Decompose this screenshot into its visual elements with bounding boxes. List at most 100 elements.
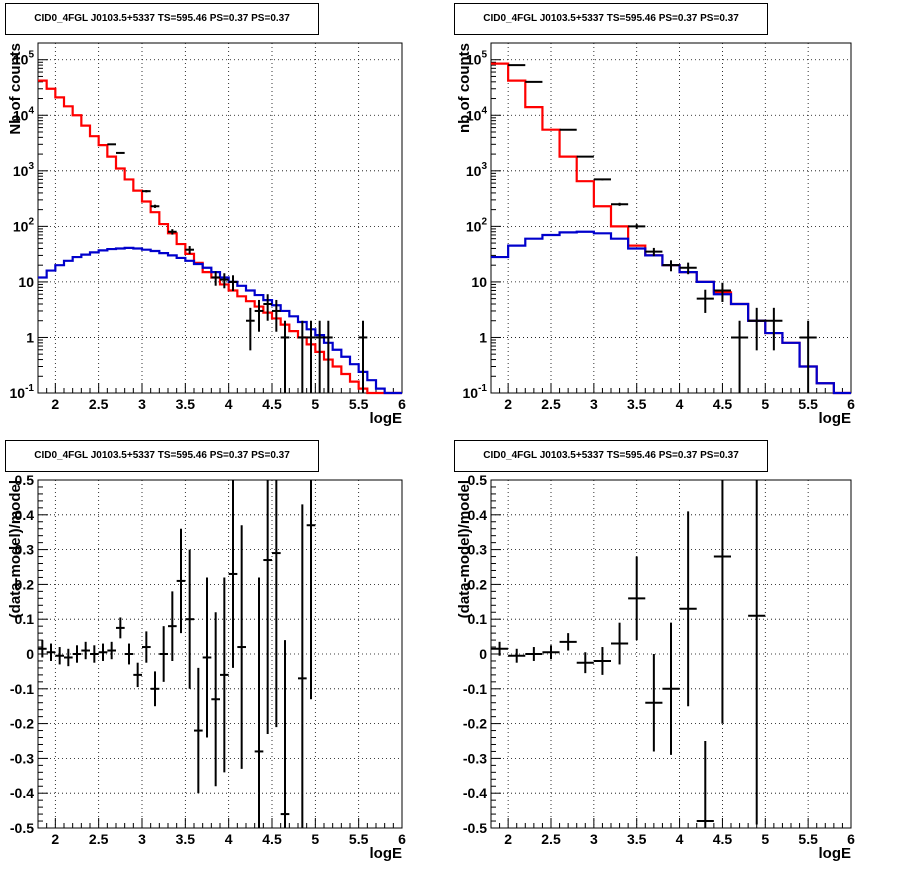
y-tick-label: 0 xyxy=(479,646,487,662)
x-tick-label: 4 xyxy=(676,396,684,412)
plot-frame xyxy=(490,42,852,394)
x-tick-label: 2 xyxy=(504,396,512,412)
x-tick-label: 3.5 xyxy=(627,831,647,847)
plot-frame xyxy=(37,42,403,394)
x-tick-label: 3.5 xyxy=(176,831,196,847)
background-model-line xyxy=(38,246,402,395)
x-tick-label: 2 xyxy=(51,396,59,412)
y-tick-label: -0.4 xyxy=(463,785,487,801)
x-tick-label: 3 xyxy=(590,396,598,412)
x-tick-label: 2.5 xyxy=(541,831,561,847)
x-tick-label: 3 xyxy=(138,831,146,847)
total-model-line xyxy=(38,79,402,395)
x-tick-label: 3 xyxy=(138,396,146,412)
background-model-line xyxy=(491,230,851,395)
x-tick-label: 5.5 xyxy=(798,831,818,847)
y-tick-label: 104 xyxy=(466,105,488,123)
y-tick-label: 0.1 xyxy=(15,611,35,627)
data-points xyxy=(508,64,817,393)
residual-plot-left: CID0_4FGL J0103.5+5337 TS=595.46 PS=0.37… xyxy=(0,437,449,875)
x-tick-label: 5.5 xyxy=(798,396,818,412)
x-tick-label: 2.5 xyxy=(541,396,561,412)
x-tick-label: 2 xyxy=(51,831,59,847)
y-tick-label: 10-1 xyxy=(10,383,35,401)
y-tick-label: 105 xyxy=(13,50,35,68)
y-tick-label: 0.4 xyxy=(15,507,35,523)
y-axis-title: (data-model)/model xyxy=(7,480,24,618)
x-tick-label: 3.5 xyxy=(627,396,647,412)
y-tick-label: 10 xyxy=(471,274,487,290)
counts-plot-left: CID0_4FGL J0103.5+5337 TS=595.46 PS=0.37… xyxy=(0,0,449,437)
x-tick-label: 5 xyxy=(761,396,769,412)
x-tick-label: 4 xyxy=(225,396,233,412)
y-tick-label: -0.5 xyxy=(10,820,34,836)
y-axis-title: (data-model)/model xyxy=(456,480,473,618)
y-tick-label: 1 xyxy=(26,329,34,345)
y-tick-label: -0.1 xyxy=(463,681,487,697)
y-tick-label: 0.1 xyxy=(468,611,488,627)
data-points xyxy=(38,480,316,828)
x-tick-label: 6 xyxy=(847,831,855,847)
plot-title: CID0_4FGL J0103.5+5337 TS=595.46 PS=0.37… xyxy=(454,3,768,35)
y-tick-label: 0 xyxy=(26,646,34,662)
x-tick-label: 6 xyxy=(847,396,855,412)
y-tick-label: -0.3 xyxy=(10,750,34,766)
x-tick-label: 3 xyxy=(590,831,598,847)
x-tick-label: 2 xyxy=(504,831,512,847)
data-points xyxy=(107,143,368,393)
x-axis-title: logE xyxy=(370,845,403,862)
x-tick-label: 5.5 xyxy=(349,396,369,412)
x-tick-label: 4 xyxy=(225,831,233,847)
x-tick-label: 5.5 xyxy=(349,831,369,847)
plot-title: CID0_4FGL J0103.5+5337 TS=595.46 PS=0.37… xyxy=(454,440,768,472)
y-tick-label: -0.2 xyxy=(463,716,487,732)
y-tick-label: 103 xyxy=(13,161,35,179)
y-tick-label: 104 xyxy=(13,105,35,123)
y-tick-label: 0.2 xyxy=(15,576,35,592)
x-tick-label: 5 xyxy=(311,831,319,847)
y-tick-label: -0.3 xyxy=(463,750,487,766)
y-tick-label: -0.1 xyxy=(10,681,34,697)
x-tick-label: 6 xyxy=(398,396,406,412)
residual-chart-svg: 2 2.5 3 3.5 4 4.5 5 5.5 6 -0.5 -0.4 -0.3 -0.2 -0.1 0 0.… xyxy=(456,472,855,862)
y-tick-label: 103 xyxy=(466,161,488,179)
counts-chart-svg: 2 2.5 3 3.5 4 4.5 5 5.5 6 10-1 1 10 102 103 104 105 logE… xyxy=(456,42,855,427)
residual-plot-right: CID0_4FGL J0103.5+5337 TS=595.46 PS=0.37… xyxy=(449,437,898,875)
y-tick-label: 0.5 xyxy=(15,472,35,488)
x-tick-label: 4.5 xyxy=(713,831,733,847)
y-tick-label: 0.5 xyxy=(468,472,488,488)
y-tick-label: 105 xyxy=(466,50,488,68)
x-tick-label: 2.5 xyxy=(89,396,109,412)
counts-chart-svg: 2 2.5 3 3.5 4 4.5 5 5.5 6 10-1 1 10 102 103 104 105 logE… xyxy=(7,42,406,427)
y-axis-title: nb of counts xyxy=(456,43,473,133)
plot-title: CID0_4FGL J0103.5+5337 TS=595.46 PS=0.37… xyxy=(5,440,319,472)
x-tick-label: 5 xyxy=(311,396,319,412)
y-tick-label: -0.4 xyxy=(10,785,34,801)
x-axis-title: logE xyxy=(819,410,852,427)
residual-chart-svg: 2 2.5 3 3.5 4 4.5 5 5.5 6 -0.5 -0.4 -0.3 -0.2 -0.1 0 0.… xyxy=(7,472,406,862)
y-tick-label: -0.5 xyxy=(463,820,487,836)
y-tick-label: 102 xyxy=(466,216,488,234)
y-tick-label: 0.2 xyxy=(468,576,488,592)
x-tick-label: 3.5 xyxy=(176,396,196,412)
y-tick-label: 0.3 xyxy=(15,542,35,558)
counts-plot-right: CID0_4FGL J0103.5+5337 TS=595.46 PS=0.37… xyxy=(449,0,898,437)
y-tick-label: 0.4 xyxy=(468,507,488,523)
y-tick-label: -0.2 xyxy=(10,716,34,732)
x-axis-title: logE xyxy=(370,410,403,427)
x-axis-title: logE xyxy=(819,845,852,862)
x-tick-label: 4.5 xyxy=(262,831,282,847)
x-tick-label: 5 xyxy=(761,831,769,847)
y-tick-label: 10-1 xyxy=(463,383,488,401)
data-points xyxy=(491,480,766,828)
x-tick-label: 6 xyxy=(398,831,406,847)
x-tick-label: 4.5 xyxy=(713,396,733,412)
x-tick-label: 4.5 xyxy=(262,396,282,412)
y-tick-label: 10 xyxy=(18,274,34,290)
x-tick-label: 4 xyxy=(676,831,684,847)
x-tick-label: 2.5 xyxy=(89,831,109,847)
y-tick-label: 0.3 xyxy=(468,542,488,558)
y-axis-title: Nb of counts xyxy=(7,43,24,135)
plot-title: CID0_4FGL J0103.5+5337 TS=595.46 PS=0.37… xyxy=(5,3,319,35)
y-tick-label: 102 xyxy=(13,216,35,234)
